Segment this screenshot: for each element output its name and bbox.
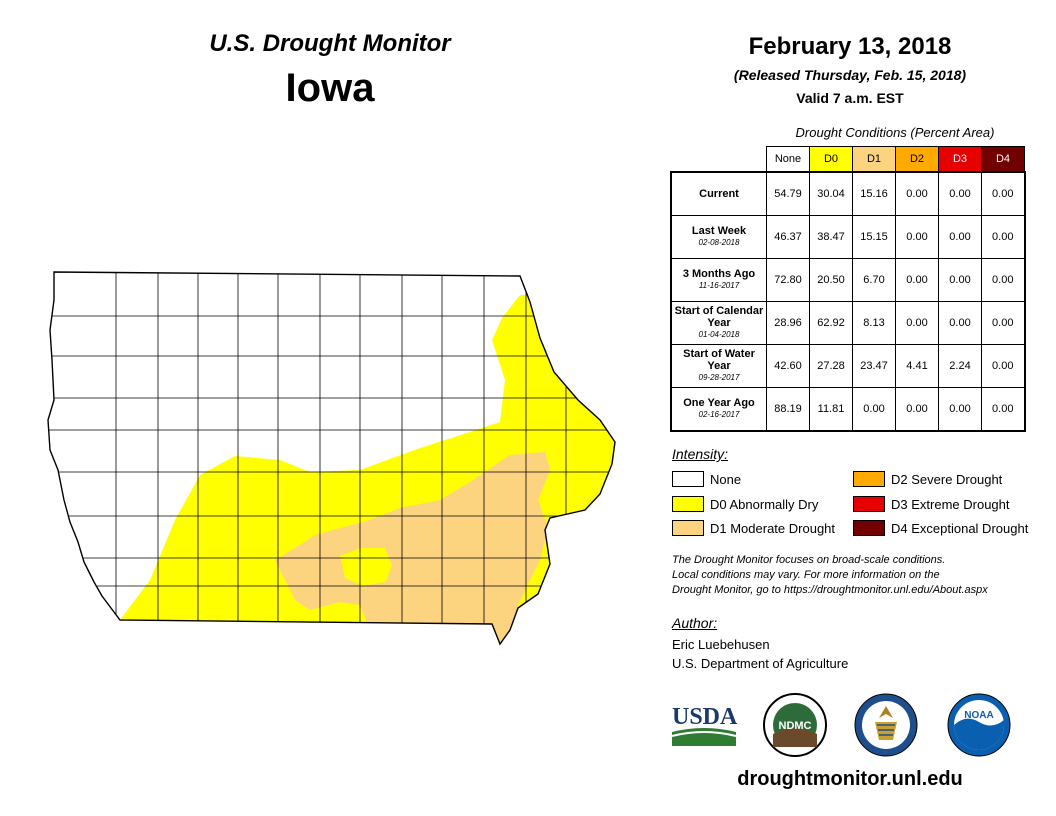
legend-swatch [853,471,885,487]
table-cell: 27.28 [809,344,853,388]
col-d2: D2 [895,146,939,173]
legend-item-d4: D4 Exceptional Drought [853,520,1028,536]
table-header-row: None D0 D1 D2 D3 D4 [671,146,1025,173]
table-row: 3 Months Ago 11-16-2017 72.80 20.50 6.70 … [670,258,1025,302]
table-cell: 2.24 [938,344,982,388]
table-cell: 0.00 [895,387,939,432]
usda-logo: USDA [671,704,738,746]
row-label: 3 Months Ago 11-16-2017 [670,258,767,302]
table-cell: 0.00 [895,258,939,302]
legend-swatch [672,471,704,487]
legend-item-d2: D2 Severe Drought [853,471,1002,487]
table-caption: Drought Conditions (Percent Area) [795,125,995,140]
commerce-department-seal [854,693,918,757]
table-cell: 4.41 [895,344,939,388]
legend-swatch [672,496,704,512]
table-row: Start of Water Year 09-28-2017 42.60 27.2… [670,344,1025,388]
table-row: Current 54.79 30.04 15.16 0.00 0.00 0.00 [670,171,1025,216]
website-url[interactable]: droughtmonitor.unl.edu [737,768,963,790]
table-row: Last Week 02-08-2018 46.37 38.47 15.15 0.… [670,215,1025,259]
table-cell: 54.79 [766,171,810,216]
drought-conditions-table: None D0 D1 D2 D3 D4 Current 54.79 30.04 … [670,146,1026,432]
table-cell: 0.00 [981,301,1025,345]
table-cell: 0.00 [852,387,896,432]
table-cell: 0.00 [938,387,982,432]
row-label: Start of Water Year 09-28-2017 [670,344,767,388]
legend-swatch [672,520,704,536]
table-cell: 11.81 [809,387,853,432]
table-row: One Year Ago 02-16-2017 88.19 11.81 0.00 … [670,387,1025,432]
table-cell: 23.47 [852,344,896,388]
table-cell: 6.70 [852,258,896,302]
table-cell: 62.92 [809,301,853,345]
county-boundaries [48,272,615,644]
disclaimer-note: The Drought Monitor focuses on broad-sca… [672,554,988,596]
table-cell: 88.19 [766,387,810,432]
legend-swatch [853,520,885,536]
table-cell: 28.96 [766,301,810,345]
author-org: U.S. Department of Agriculture [672,656,849,671]
valid-time: Valid 7 a.m. EST [796,90,904,106]
table-row: Start of Calendar Year 01-04-2018 28.96 6… [670,301,1025,345]
legend-item-d0: D0 Abnormally Dry [672,496,818,512]
svg-text:USDA: USDA [672,704,738,730]
d0-inner-area [340,548,392,586]
row-label: Current [670,171,767,216]
table-cell: 20.50 [809,258,853,302]
table-cell: 0.00 [938,258,982,302]
author-name: Eric Luebehusen [672,637,770,652]
table-cell: 0.00 [895,215,939,259]
legend-item-d1: D1 Moderate Drought [672,520,835,536]
table-cell: 42.60 [766,344,810,388]
map-date: February 13, 2018 [748,33,952,60]
release-date: (Released Thursday, Feb. 15, 2018) [733,67,967,83]
ndmc-logo: NDMC [763,693,827,757]
table-cell: 0.00 [938,215,982,259]
svg-text:NDMC: NDMC [779,720,812,732]
table-cell: 0.00 [938,301,982,345]
legend-item-none: None [672,471,741,487]
table-cell: 0.00 [938,171,982,216]
map-title: U.S. Drought Monitor [209,30,451,57]
col-d0: D0 [809,146,853,173]
iowa-drought-map [47,271,616,646]
col-d4: D4 [981,146,1025,173]
table-cell: 0.00 [981,171,1025,216]
legend-item-d3: D3 Extreme Drought [853,496,1010,512]
legend-title: Intensity: [672,446,729,462]
row-label: Start of Calendar Year 01-04-2018 [670,301,767,345]
table-cell: 0.00 [895,171,939,216]
row-label: Last Week 02-08-2018 [670,215,767,259]
table-cell: 72.80 [766,258,810,302]
col-d3: D3 [938,146,982,173]
table-cell: 46.37 [766,215,810,259]
noaa-logo: NOAA [947,693,1011,757]
table-cell: 0.00 [981,215,1025,259]
table-cell: 0.00 [981,387,1025,432]
table-cell: 38.47 [809,215,853,259]
table-cell: 0.00 [981,344,1025,388]
table-cell: 15.15 [852,215,896,259]
row-label: One Year Ago 02-16-2017 [670,387,767,432]
svg-text:NOAA: NOAA [964,710,993,721]
col-none: None [766,146,810,173]
d1-moderate-drought-area [275,452,550,644]
iowa-outline [47,271,616,646]
legend-swatch [853,496,885,512]
table-cell: 0.00 [895,301,939,345]
state-name: Iowa [285,66,375,110]
table-cell: 0.00 [981,258,1025,302]
table-cell: 15.16 [852,171,896,216]
author-title: Author: [672,615,718,631]
table-cell: 30.04 [809,171,853,216]
col-d1: D1 [852,146,896,173]
table-cell: 8.13 [852,301,896,345]
